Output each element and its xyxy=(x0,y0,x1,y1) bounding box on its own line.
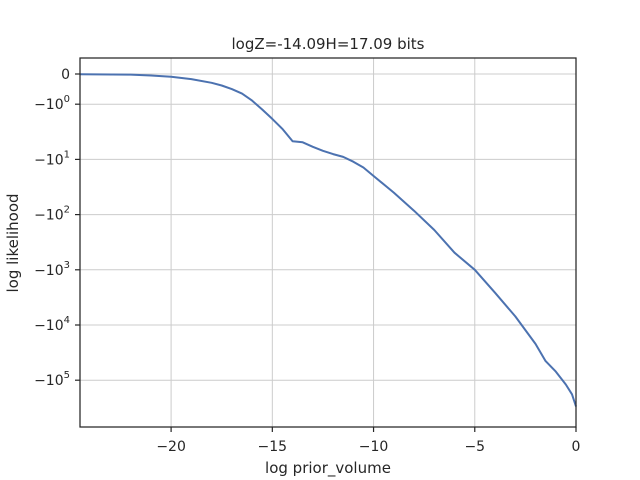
grid-layer xyxy=(80,58,577,427)
x-tick-label: −20 xyxy=(156,439,186,455)
y-tick-label: −103 xyxy=(34,260,70,279)
y-axis-label: log likelihood xyxy=(4,193,22,292)
x-tick-label: −5 xyxy=(464,439,485,455)
chart-title: logZ=-14.09H=17.09 bits xyxy=(231,35,424,53)
x-tick-label: 0 xyxy=(572,439,581,455)
x-axis-ticks: −20 −15 −10 −5 0 xyxy=(156,427,580,455)
y-axis-ticks: 0 −100 −101 −102 −103 −104 −105 xyxy=(34,67,80,389)
x-axis-label: log prior_volume xyxy=(265,459,391,478)
y-tick-label: −105 xyxy=(34,370,70,389)
likelihood-line xyxy=(79,73,577,407)
x-tick-label: −10 xyxy=(359,439,389,455)
y-tick-label: −104 xyxy=(34,315,70,334)
line-layer xyxy=(79,73,577,407)
y-tick-label: −100 xyxy=(34,94,70,113)
x-tick-label: −15 xyxy=(258,439,288,455)
plot-frame xyxy=(79,57,577,428)
y-tick-label: 0 xyxy=(61,67,70,83)
y-tick-label: −102 xyxy=(34,205,70,224)
y-tick-label: −101 xyxy=(34,149,70,168)
